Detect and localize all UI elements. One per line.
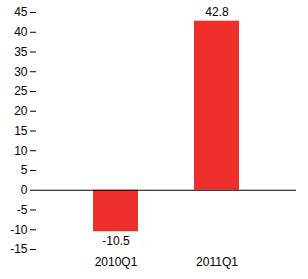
- svg-text:0: 0: [21, 183, 28, 197]
- svg-text:5: 5: [21, 163, 28, 177]
- svg-text:2010Q1: 2010Q1: [95, 255, 138, 269]
- svg-text:-10.5: -10.5: [102, 234, 130, 248]
- svg-text:42.8: 42.8: [205, 5, 229, 19]
- svg-text:25: 25: [14, 84, 28, 98]
- svg-text:15: 15: [14, 124, 28, 138]
- svg-text:-10: -10: [10, 223, 28, 237]
- svg-text:40: 40: [14, 25, 28, 39]
- svg-text:2011Q1: 2011Q1: [196, 255, 238, 269]
- svg-text:45: 45: [14, 5, 28, 19]
- svg-text:30: 30: [14, 65, 28, 79]
- svg-text:35: 35: [14, 45, 28, 59]
- svg-text:10: 10: [14, 144, 28, 158]
- svg-text:-15: -15: [10, 242, 28, 256]
- svg-text:20: 20: [14, 104, 28, 118]
- svg-text:-5: -5: [17, 203, 28, 217]
